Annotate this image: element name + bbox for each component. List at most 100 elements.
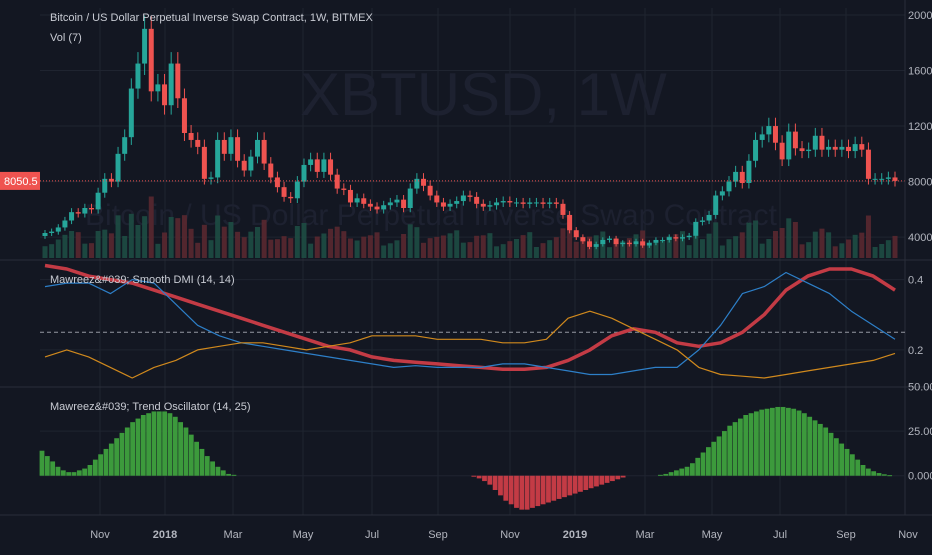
candle-body [347,189,353,203]
volume-bar [766,239,772,258]
volume-bar [88,243,94,258]
volume-bar [520,235,526,258]
oscillator-bar [690,463,695,476]
volume-bar [82,243,88,258]
candle-body [772,126,778,143]
oscillator-bar [135,418,141,476]
volume-bar [865,215,871,258]
volume-bar [454,230,460,258]
volume-bar [533,247,539,258]
volume-bar [228,222,234,258]
oscillator-bar [695,457,701,476]
time-axis-label: 2018 [153,529,177,541]
oscillator-bar [103,448,109,476]
candle-body [759,134,765,140]
oscillator-bar [71,472,77,476]
volume-bar [726,239,732,258]
volume-bar [547,240,553,258]
volume-bar [494,246,500,258]
volume-bar [401,234,407,258]
candle-body [494,202,500,206]
oscillator-bar [146,413,152,476]
oscillator-bar [178,422,184,476]
candle-body [766,126,772,135]
candle-body [846,146,852,152]
volume-bar [580,240,586,258]
volume-bar [142,216,148,258]
candle-body [228,137,234,154]
oscillator-bar [817,423,823,476]
candle-body [739,171,745,183]
oscillator-bar [546,475,551,503]
volume-bar [680,231,685,258]
candle-body [69,212,75,221]
price-axis-label: 8000.0 [908,177,932,189]
volume-bar [215,215,221,258]
oscillator-bar [722,431,727,476]
oscillator-bar [156,411,162,476]
oscillator-bar [610,475,615,482]
oscillator-bar [796,410,802,476]
oscillator-bar [503,475,509,501]
candle-body [115,153,121,182]
candle-body [361,198,367,204]
oscillator-bar [881,474,887,476]
volume-bar [739,232,745,258]
volume-bar [135,225,141,258]
candle-body [407,188,413,208]
volume-bar [706,233,712,258]
candle-body [354,198,360,203]
volume-bar [261,219,267,258]
volume-bar [347,238,353,258]
candle-body [162,84,168,106]
candle-body [334,174,340,189]
candle-body [88,208,94,210]
watermark-description: Bitcoin / US Dollar Perpetual Inverse Sw… [85,199,778,232]
candle-body [440,202,446,207]
price-axis-label: 16000.0 [908,66,932,78]
volume-bar [852,234,858,258]
oscillator-bar [887,475,893,477]
volume-bar [314,236,320,258]
volume-bar [779,228,785,258]
volume-bar [361,236,367,258]
candle-body [268,163,274,178]
oscillator-bar [476,475,482,479]
candle-body [865,149,871,179]
volume-bar [467,242,473,258]
candle-body [527,202,533,204]
candle-body [686,235,692,238]
dmi-axis-label: 0.4 [908,275,923,287]
candle-body [852,144,858,152]
volume-label: Vol (7) [50,32,82,44]
time-axis-label: Mar [224,529,243,541]
candle-body [75,212,81,214]
volume-bar [540,243,546,258]
oscillator-bar [620,475,626,478]
candle-body [892,177,898,181]
candle-body [454,201,460,204]
candle-body [108,178,114,182]
volume-bar [288,238,294,258]
candle-body [474,196,480,204]
volume-bar [374,232,380,258]
oscillator-bar [119,432,125,476]
volume-bar [879,244,885,258]
volume-bar [128,213,134,258]
oscillator-bar [231,474,237,476]
time-axis-label: Sep [836,529,856,541]
candle-body [653,239,659,243]
candle-body [387,202,393,206]
candle-body [95,192,101,210]
candle-body [188,133,194,140]
candle-body [673,237,679,239]
volume-bar [686,245,692,258]
oscillator-bar [487,475,493,485]
candle-body [155,84,161,92]
volume-bar [693,234,699,258]
volume-bar [334,226,340,258]
volume-bar [95,231,101,258]
oscillator-bar [833,438,839,476]
